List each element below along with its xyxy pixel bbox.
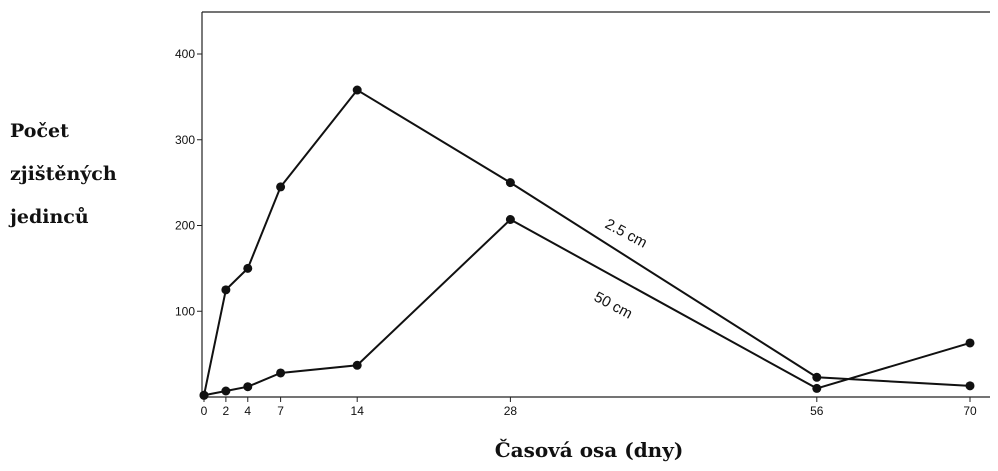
y-tick-label-200: 200 (175, 219, 195, 233)
data-point-2-5-cm-7 (276, 182, 285, 191)
x-tick-label-2: 2 (223, 404, 230, 418)
x-tick-label-4: 4 (244, 404, 251, 418)
data-point-50-cm-70 (966, 338, 975, 347)
x-tick-label-70: 70 (963, 404, 977, 418)
y-tick-label-300: 300 (175, 133, 195, 147)
y-tick-label-100: 100 (175, 304, 195, 318)
data-point-2-5-cm-28 (506, 178, 515, 187)
data-point-50-cm-28 (506, 215, 515, 224)
series-label-50cm: 50 cm (591, 289, 635, 323)
data-point-50-cm-0 (200, 391, 209, 400)
series-layer (200, 86, 975, 400)
data-point-2-5-cm-14 (353, 86, 362, 95)
series-line-2-5-cm (204, 90, 970, 395)
series-line-50-cm (204, 219, 970, 395)
data-point-50-cm-7 (276, 368, 285, 377)
x-tick-label-14: 14 (351, 404, 365, 418)
x-axis-title: Časová osa (dny) (0, 438, 998, 462)
data-point-50-cm-56 (812, 384, 821, 393)
x-tick-label-7: 7 (277, 404, 284, 418)
data-point-2-5-cm-2 (221, 285, 230, 294)
data-point-2-5-cm-70 (966, 381, 975, 390)
data-point-50-cm-4 (243, 382, 252, 391)
data-point-50-cm-14 (353, 361, 362, 370)
x-tick-label-56: 56 (810, 404, 824, 418)
data-point-2-5-cm-4 (243, 264, 252, 273)
data-point-50-cm-2 (221, 386, 230, 395)
axes: 100 200 300 400 0 2 4 7 14 28 56 70 (175, 12, 990, 418)
y-tick-label-400: 400 (175, 47, 195, 61)
x-tick-label-28: 28 (504, 404, 518, 418)
data-point-2-5-cm-56 (812, 373, 821, 382)
x-tick-label-0: 0 (201, 404, 208, 418)
